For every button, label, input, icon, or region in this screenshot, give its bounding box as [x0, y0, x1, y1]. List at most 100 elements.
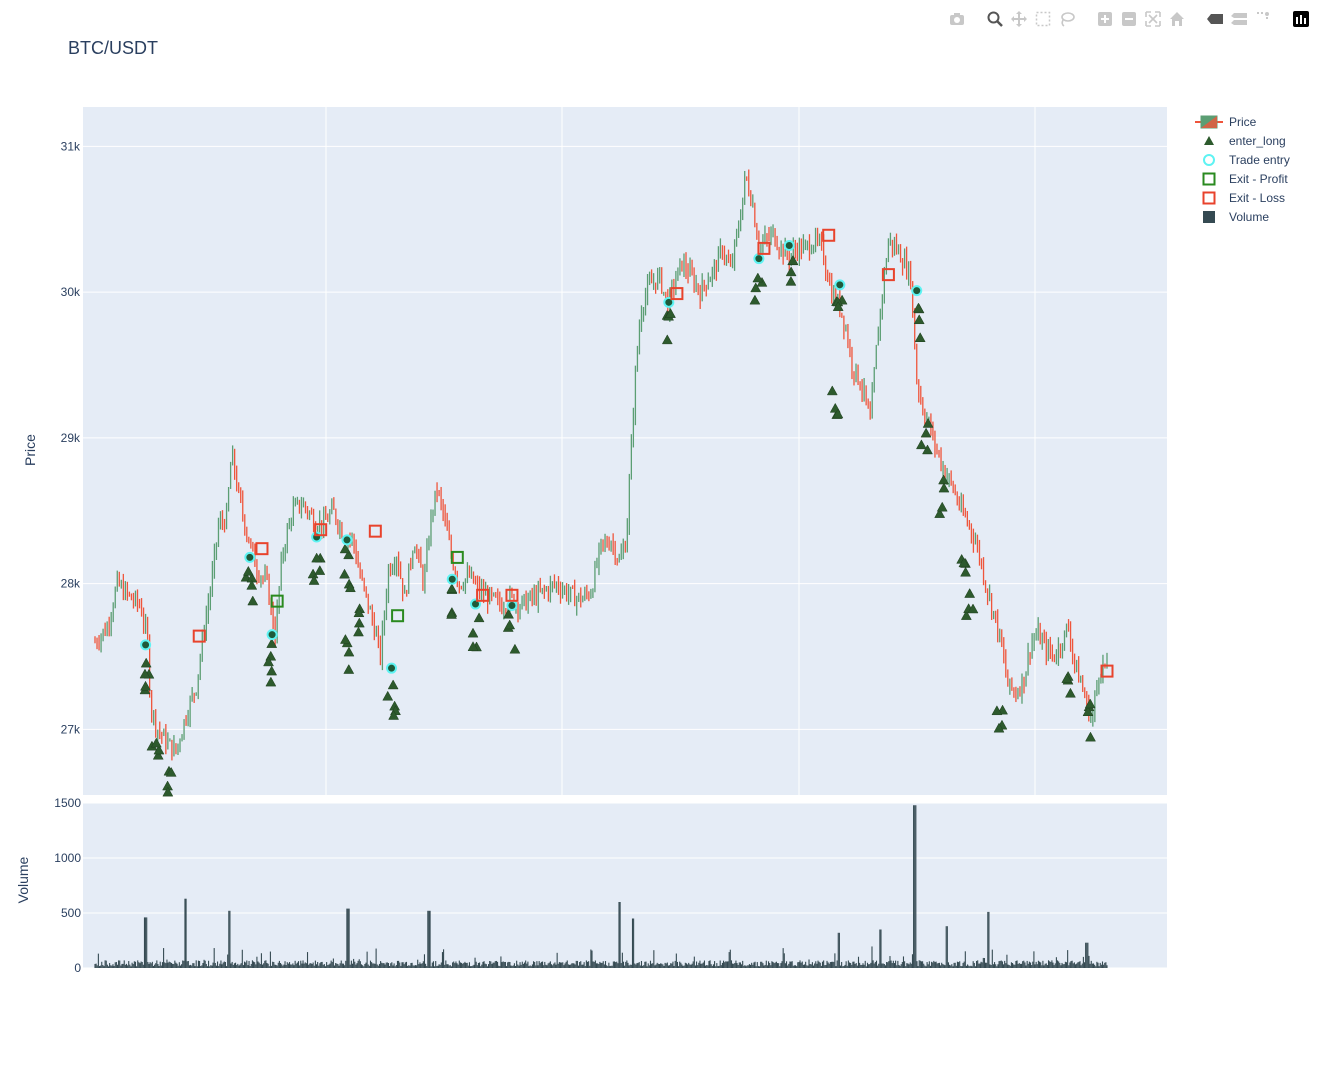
enter-long-marker[interactable] [920, 427, 932, 438]
enter-long-marker[interactable] [339, 568, 350, 579]
enter-long-marker[interactable] [785, 266, 797, 277]
enter-long-marker[interactable] [750, 282, 762, 293]
pan-icon[interactable] [1009, 9, 1029, 29]
enter-long-marker[interactable] [749, 294, 761, 305]
enter-long-marker[interactable] [353, 607, 365, 618]
price-tick-label[interactable]: 31k [61, 139, 81, 153]
enter-long-marker[interactable] [993, 722, 1005, 733]
enter-long-marker[interactable] [832, 408, 844, 419]
price-tick-label[interactable]: 28k [61, 577, 81, 591]
enter-long-markers[interactable] [139, 254, 1096, 797]
enter-long-marker[interactable] [388, 709, 400, 720]
enter-long-marker[interactable] [382, 690, 394, 701]
enter-long-marker[interactable] [938, 482, 950, 493]
trade-entry-marker[interactable] [753, 253, 765, 265]
enter-long-marker[interactable] [922, 417, 934, 428]
enter-long-marker[interactable] [139, 668, 151, 679]
trade-entry-marker[interactable] [311, 531, 323, 543]
enter-long-marker[interactable] [343, 664, 355, 674]
enter-long-marker[interactable] [150, 737, 162, 748]
trade-entry-marker[interactable] [446, 573, 458, 585]
enter-long-marker[interactable] [446, 608, 457, 619]
enter-long-marker[interactable] [314, 565, 326, 575]
enter-long-marker[interactable] [752, 272, 764, 283]
enter-long-marker[interactable] [343, 646, 355, 657]
enter-long-marker[interactable] [913, 314, 925, 325]
price-tick-label[interactable]: 29k [61, 431, 81, 445]
enter-long-marker[interactable] [473, 612, 485, 623]
enter-long-marker[interactable] [353, 626, 364, 637]
price-tick-label[interactable]: 27k [61, 722, 81, 736]
enter-long-marker[interactable] [915, 439, 927, 450]
exit-loss-marker[interactable] [505, 588, 519, 602]
spike-lines-icon[interactable] [1205, 9, 1225, 29]
autoscale-icon[interactable] [1143, 9, 1163, 29]
enter-long-marker[interactable] [353, 617, 365, 628]
enter-long-marker[interactable] [503, 608, 514, 619]
camera-icon[interactable] [947, 9, 967, 29]
enter-long-marker[interactable] [1065, 687, 1076, 698]
trade-entry-marker[interactable] [834, 279, 846, 291]
zoom-icon[interactable] [985, 9, 1005, 29]
trade-entry-marker[interactable] [783, 239, 795, 251]
enter-long-marker[interactable] [266, 638, 278, 648]
enter-long-marker[interactable] [339, 634, 351, 644]
enter-long-marker[interactable] [339, 543, 351, 554]
volume-tick-label[interactable]: 500 [61, 906, 81, 920]
exit-loss-marker[interactable] [368, 524, 382, 538]
trade-entry-marker[interactable] [341, 534, 353, 546]
exit-profit-marker[interactable] [450, 550, 464, 564]
exit-loss-marker[interactable] [314, 523, 328, 537]
enter-long-marker[interactable] [263, 656, 274, 667]
trade-entry-marker[interactable] [506, 600, 518, 612]
enter-long-marker[interactable] [1085, 731, 1096, 742]
enter-long-marker[interactable] [504, 619, 516, 630]
volume-bars[interactable] [94, 805, 1108, 968]
enter-long-marker[interactable] [247, 595, 259, 606]
enter-long-marker[interactable] [509, 643, 521, 654]
price-tick-label[interactable]: 30k [61, 285, 81, 299]
enter-long-marker[interactable] [467, 641, 479, 651]
enter-long-marker[interactable] [785, 275, 797, 286]
enter-long-marker[interactable] [960, 566, 971, 577]
enter-long-marker[interactable] [936, 501, 948, 512]
zoom-in-icon[interactable] [1095, 9, 1115, 29]
exit-loss-marker[interactable] [757, 241, 771, 255]
enter-long-marker[interactable] [308, 575, 320, 585]
enter-long-marker[interactable] [246, 579, 258, 590]
legend-item-exit-profit[interactable]: Exit - Profit [1195, 169, 1290, 188]
enter-long-marker[interactable] [152, 749, 164, 760]
enter-long-marker[interactable] [913, 302, 924, 313]
enter-long-marker[interactable] [467, 627, 479, 638]
enter-long-marker[interactable] [1082, 706, 1094, 716]
enter-long-marker[interactable] [967, 603, 979, 614]
exit-loss-markers[interactable] [192, 228, 1114, 678]
legend-item-exit-loss[interactable]: Exit - Loss [1195, 188, 1290, 207]
enter-long-marker[interactable] [343, 549, 355, 560]
enter-long-marker[interactable] [446, 583, 458, 593]
enter-long-marker[interactable] [991, 705, 1003, 716]
enter-long-marker[interactable] [1084, 698, 1096, 709]
trade-entry-marker[interactable] [911, 285, 923, 297]
enter-long-marker[interactable] [165, 766, 177, 777]
enter-long-marker[interactable] [922, 444, 933, 455]
volume-tick-label[interactable]: 1000 [54, 851, 81, 865]
legend-item-enter-long[interactable]: enter_long [1195, 131, 1290, 150]
enter-long-marker[interactable] [787, 254, 799, 265]
box-select-icon[interactable] [1033, 9, 1053, 29]
volume-tick-label[interactable]: 0 [74, 961, 81, 975]
reset-axes-icon[interactable] [1167, 9, 1187, 29]
volume-tick-label[interactable]: 1500 [54, 796, 81, 810]
exit-loss-marker[interactable] [881, 268, 895, 282]
enter-long-marker[interactable] [958, 557, 970, 568]
zoom-out-icon[interactable] [1119, 9, 1139, 29]
closest-hover-icon[interactable] [1253, 9, 1273, 29]
enter-long-marker[interactable] [964, 588, 976, 598]
exit-loss-marker[interactable] [192, 629, 206, 643]
exit-loss-marker[interactable] [1100, 664, 1114, 678]
enter-long-marker[interactable] [665, 308, 676, 318]
enter-long-marker[interactable] [661, 334, 673, 345]
enter-long-marker[interactable] [832, 301, 844, 311]
enter-long-marker[interactable] [960, 610, 972, 620]
